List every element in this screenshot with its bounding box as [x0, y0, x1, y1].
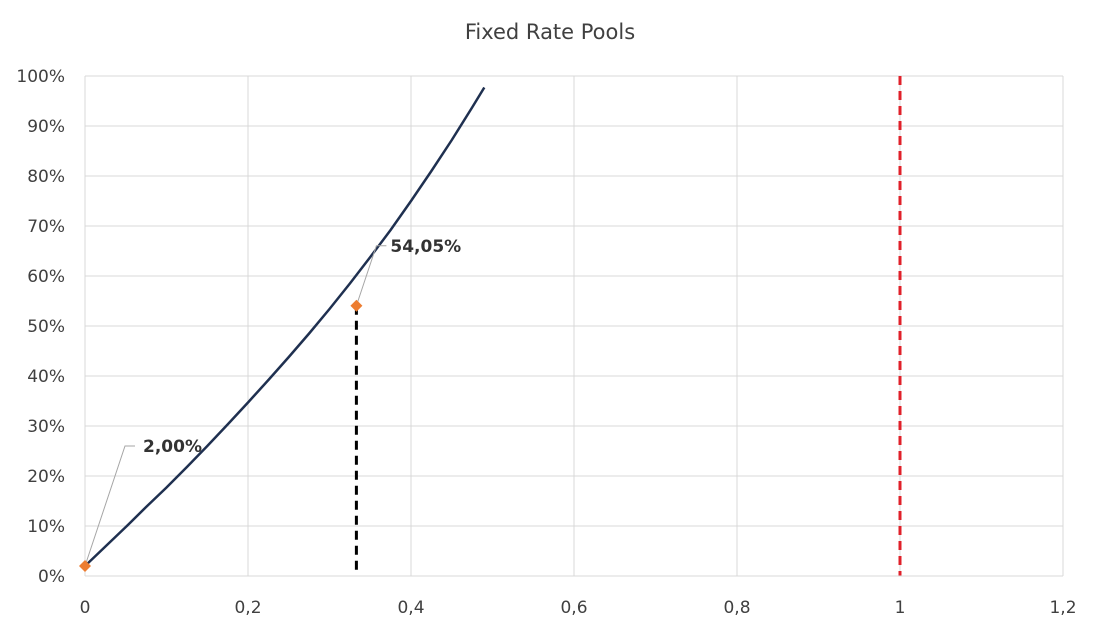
x-tick-label: 0: [80, 598, 91, 618]
x-tick-label: 1,2: [1049, 598, 1076, 618]
data-point-marker: [350, 299, 363, 312]
y-tick-label: 10%: [27, 517, 65, 537]
x-tick-label: 1: [895, 598, 906, 618]
y-tick-label: 70%: [27, 217, 65, 237]
x-tick-label: 0,4: [397, 598, 424, 618]
x-tick-label: 0,2: [234, 598, 261, 618]
y-tick-label: 0%: [38, 567, 65, 587]
y-tick-label: 80%: [27, 167, 65, 187]
y-tick-label: 100%: [16, 67, 65, 87]
data-label-leader: [355, 245, 387, 306]
y-tick-label: 60%: [27, 267, 65, 287]
data-label: 2,00%: [143, 437, 202, 457]
y-tick-label: 40%: [27, 367, 65, 387]
series-line: [84, 86, 486, 567]
y-tick-label: 50%: [27, 317, 65, 337]
x-tick-label: 0,8: [723, 598, 750, 618]
data-label-leader: [84, 445, 135, 567]
data-label: 54,05%: [390, 237, 461, 257]
x-tick-label: 0,6: [560, 598, 587, 618]
y-tick-label: 30%: [27, 417, 65, 437]
data-point-marker: [79, 560, 91, 572]
chart-title: Fixed Rate Pools: [464, 20, 636, 44]
y-tick-label: 90%: [27, 117, 65, 137]
y-tick-label: 20%: [27, 467, 65, 487]
